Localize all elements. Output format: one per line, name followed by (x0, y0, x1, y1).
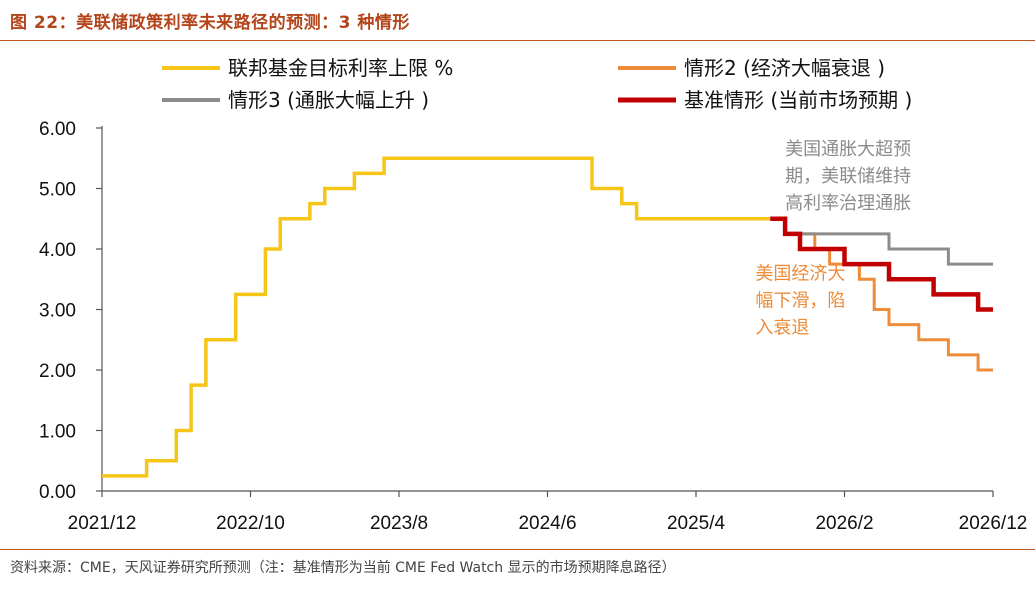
annotation-line: 高利率治理通胀 (785, 193, 911, 214)
y-tick-label: 2.00 (39, 361, 76, 382)
y-tick-label: 6.00 (39, 119, 76, 140)
title-rule (0, 40, 1035, 41)
x-tick-label: 2022/10 (216, 513, 285, 534)
source-note: 资料来源：CME，天风证券研究所预测（注：基准情形为当前 CME Fed Wat… (10, 560, 676, 576)
series-line (102, 156, 771, 478)
series-line (770, 217, 993, 372)
x-tick-label: 2024/6 (518, 513, 576, 534)
series-group (102, 156, 993, 478)
legend-label: 基准情形 (当前市场预期 ) (684, 88, 912, 112)
legend-label: 联邦基金目标利率上限 % (228, 56, 453, 80)
x-tick-label: 2021/12 (68, 513, 137, 534)
legend-label: 情形3 (通胀大幅上升 ) (228, 88, 429, 112)
annotation-line: 入衰退 (755, 317, 809, 338)
rate-path-chart: 联邦基金目标利率上限 % 情形2 (经济大幅衰退 ) 情形3 (通胀大幅上升 ) 基准… (39, 56, 1027, 534)
annotation-line: 美国通胀大超预 (785, 139, 911, 160)
x-tick-label: 2026/12 (959, 513, 1028, 534)
y-tick-label: 1.00 (39, 422, 76, 443)
source-rule (0, 549, 1035, 550)
y-tick-label: 3.00 (39, 301, 76, 322)
y-tick-label: 5.00 (39, 180, 76, 201)
annotation-line: 美国经济大 (755, 263, 845, 284)
figure-title: 图 22：美联储政策利率未来路径的预测：3 种情形 (10, 13, 410, 33)
series-line (770, 217, 993, 266)
axes: 0.00 1.00 2.00 3.00 4.00 5.00 6.00 2021/12 2022/… (39, 119, 1027, 534)
annotation-line: 幅下滑，陷 (755, 290, 845, 311)
annotation-line: 期，美联储维持 (785, 166, 911, 187)
legend-label: 情形2 (经济大幅衰退 ) (684, 56, 885, 80)
y-tick-label: 4.00 (39, 240, 76, 261)
x-tick-label: 2025/4 (667, 513, 726, 534)
x-tick-label: 2026/2 (815, 513, 873, 534)
series-line (770, 216, 993, 312)
y-tick-label: 0.00 (39, 482, 76, 503)
legend: 联邦基金目标利率上限 % 情形2 (经济大幅衰退 ) 情形3 (通胀大幅上升 ) 基准… (162, 56, 912, 112)
x-tick-label: 2023/8 (370, 513, 428, 534)
